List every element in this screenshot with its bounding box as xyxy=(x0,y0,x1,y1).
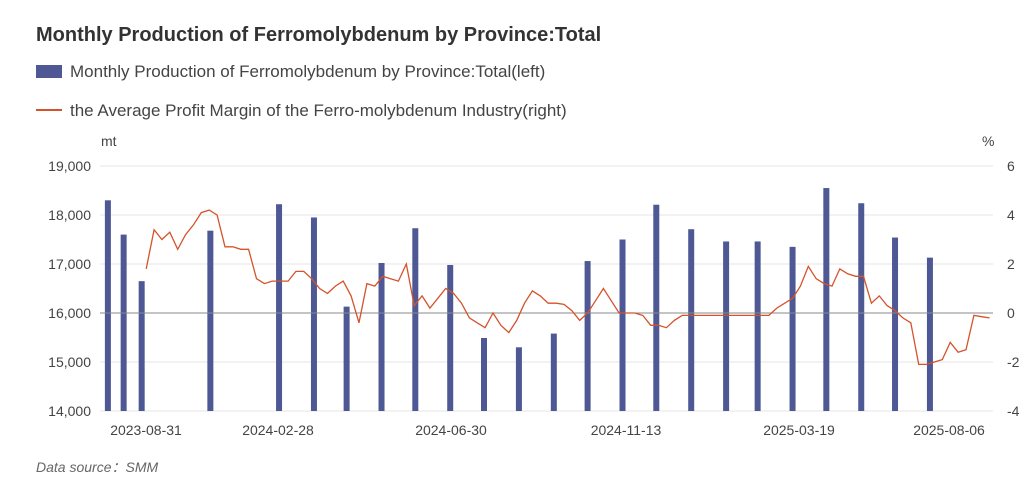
x-tick-label: 2024-02-28 xyxy=(242,422,314,438)
y-left-tick-label: 18,000 xyxy=(48,207,91,223)
profit-margin-line xyxy=(145,209,990,366)
y-right-tick-label: 4 xyxy=(1007,207,1015,223)
bar xyxy=(619,239,626,411)
y-right-tick-label: -4 xyxy=(1007,403,1020,419)
bar xyxy=(276,204,283,411)
bar xyxy=(138,281,145,411)
y-left-tick-label: 17,000 xyxy=(48,256,91,272)
bar xyxy=(104,200,111,411)
legend-item-bar[interactable]: Monthly Production of Ferromolybdenum by… xyxy=(36,62,545,82)
bar xyxy=(481,337,488,411)
y-left-tick-label: 15,000 xyxy=(48,354,91,370)
legend-line-swatch xyxy=(36,109,62,112)
bar xyxy=(310,217,317,411)
y-right-tick-label: -2 xyxy=(1007,354,1020,370)
x-tick-label: 2024-06-30 xyxy=(415,422,487,438)
legend-item-line[interactable]: the Average Profit Margin of the Ferro-m… xyxy=(36,101,567,121)
bar xyxy=(515,347,522,411)
y-right-tick-label: 0 xyxy=(1007,305,1015,321)
y-right-tick-label: 2 xyxy=(1007,256,1015,272)
bar xyxy=(892,237,899,411)
bar xyxy=(584,261,591,411)
bar xyxy=(550,333,557,411)
bar xyxy=(926,257,933,411)
y-left-tick-label: 19,000 xyxy=(48,158,91,174)
bar xyxy=(754,241,761,411)
y-left-tick-label: 16,000 xyxy=(48,305,91,321)
bar xyxy=(723,241,730,411)
x-tick-label: 2024-11-13 xyxy=(591,422,662,438)
bar xyxy=(688,229,695,411)
legend-bar-label: Monthly Production of Ferromolybdenum by… xyxy=(70,62,546,81)
bar xyxy=(789,246,796,411)
y-right-unit-label: % xyxy=(982,133,994,149)
y-right-tick-label: 6 xyxy=(1007,158,1015,174)
bar xyxy=(653,204,660,411)
bar xyxy=(412,228,419,411)
legend-line-label: the Average Profit Margin of the Ferro-m… xyxy=(70,101,567,120)
bar xyxy=(120,234,127,411)
bar xyxy=(858,203,865,411)
y-left-unit-label: mt xyxy=(101,133,117,149)
y-left-tick-label: 14,000 xyxy=(48,403,91,419)
bar xyxy=(378,263,385,411)
bar xyxy=(207,230,214,411)
bar xyxy=(447,264,454,411)
bar xyxy=(343,306,350,411)
chart-title: Monthly Production of Ferromolybdenum by… xyxy=(36,24,602,46)
x-tick-label: 2023-08-31 xyxy=(110,422,182,438)
data-source-note: Data source：SMM xyxy=(36,459,159,475)
legend-bar-swatch xyxy=(36,64,62,78)
bar xyxy=(823,188,830,411)
x-tick-label: 2025-03-19 xyxy=(763,422,835,438)
x-tick-label: 2025-08-06 xyxy=(913,422,985,438)
